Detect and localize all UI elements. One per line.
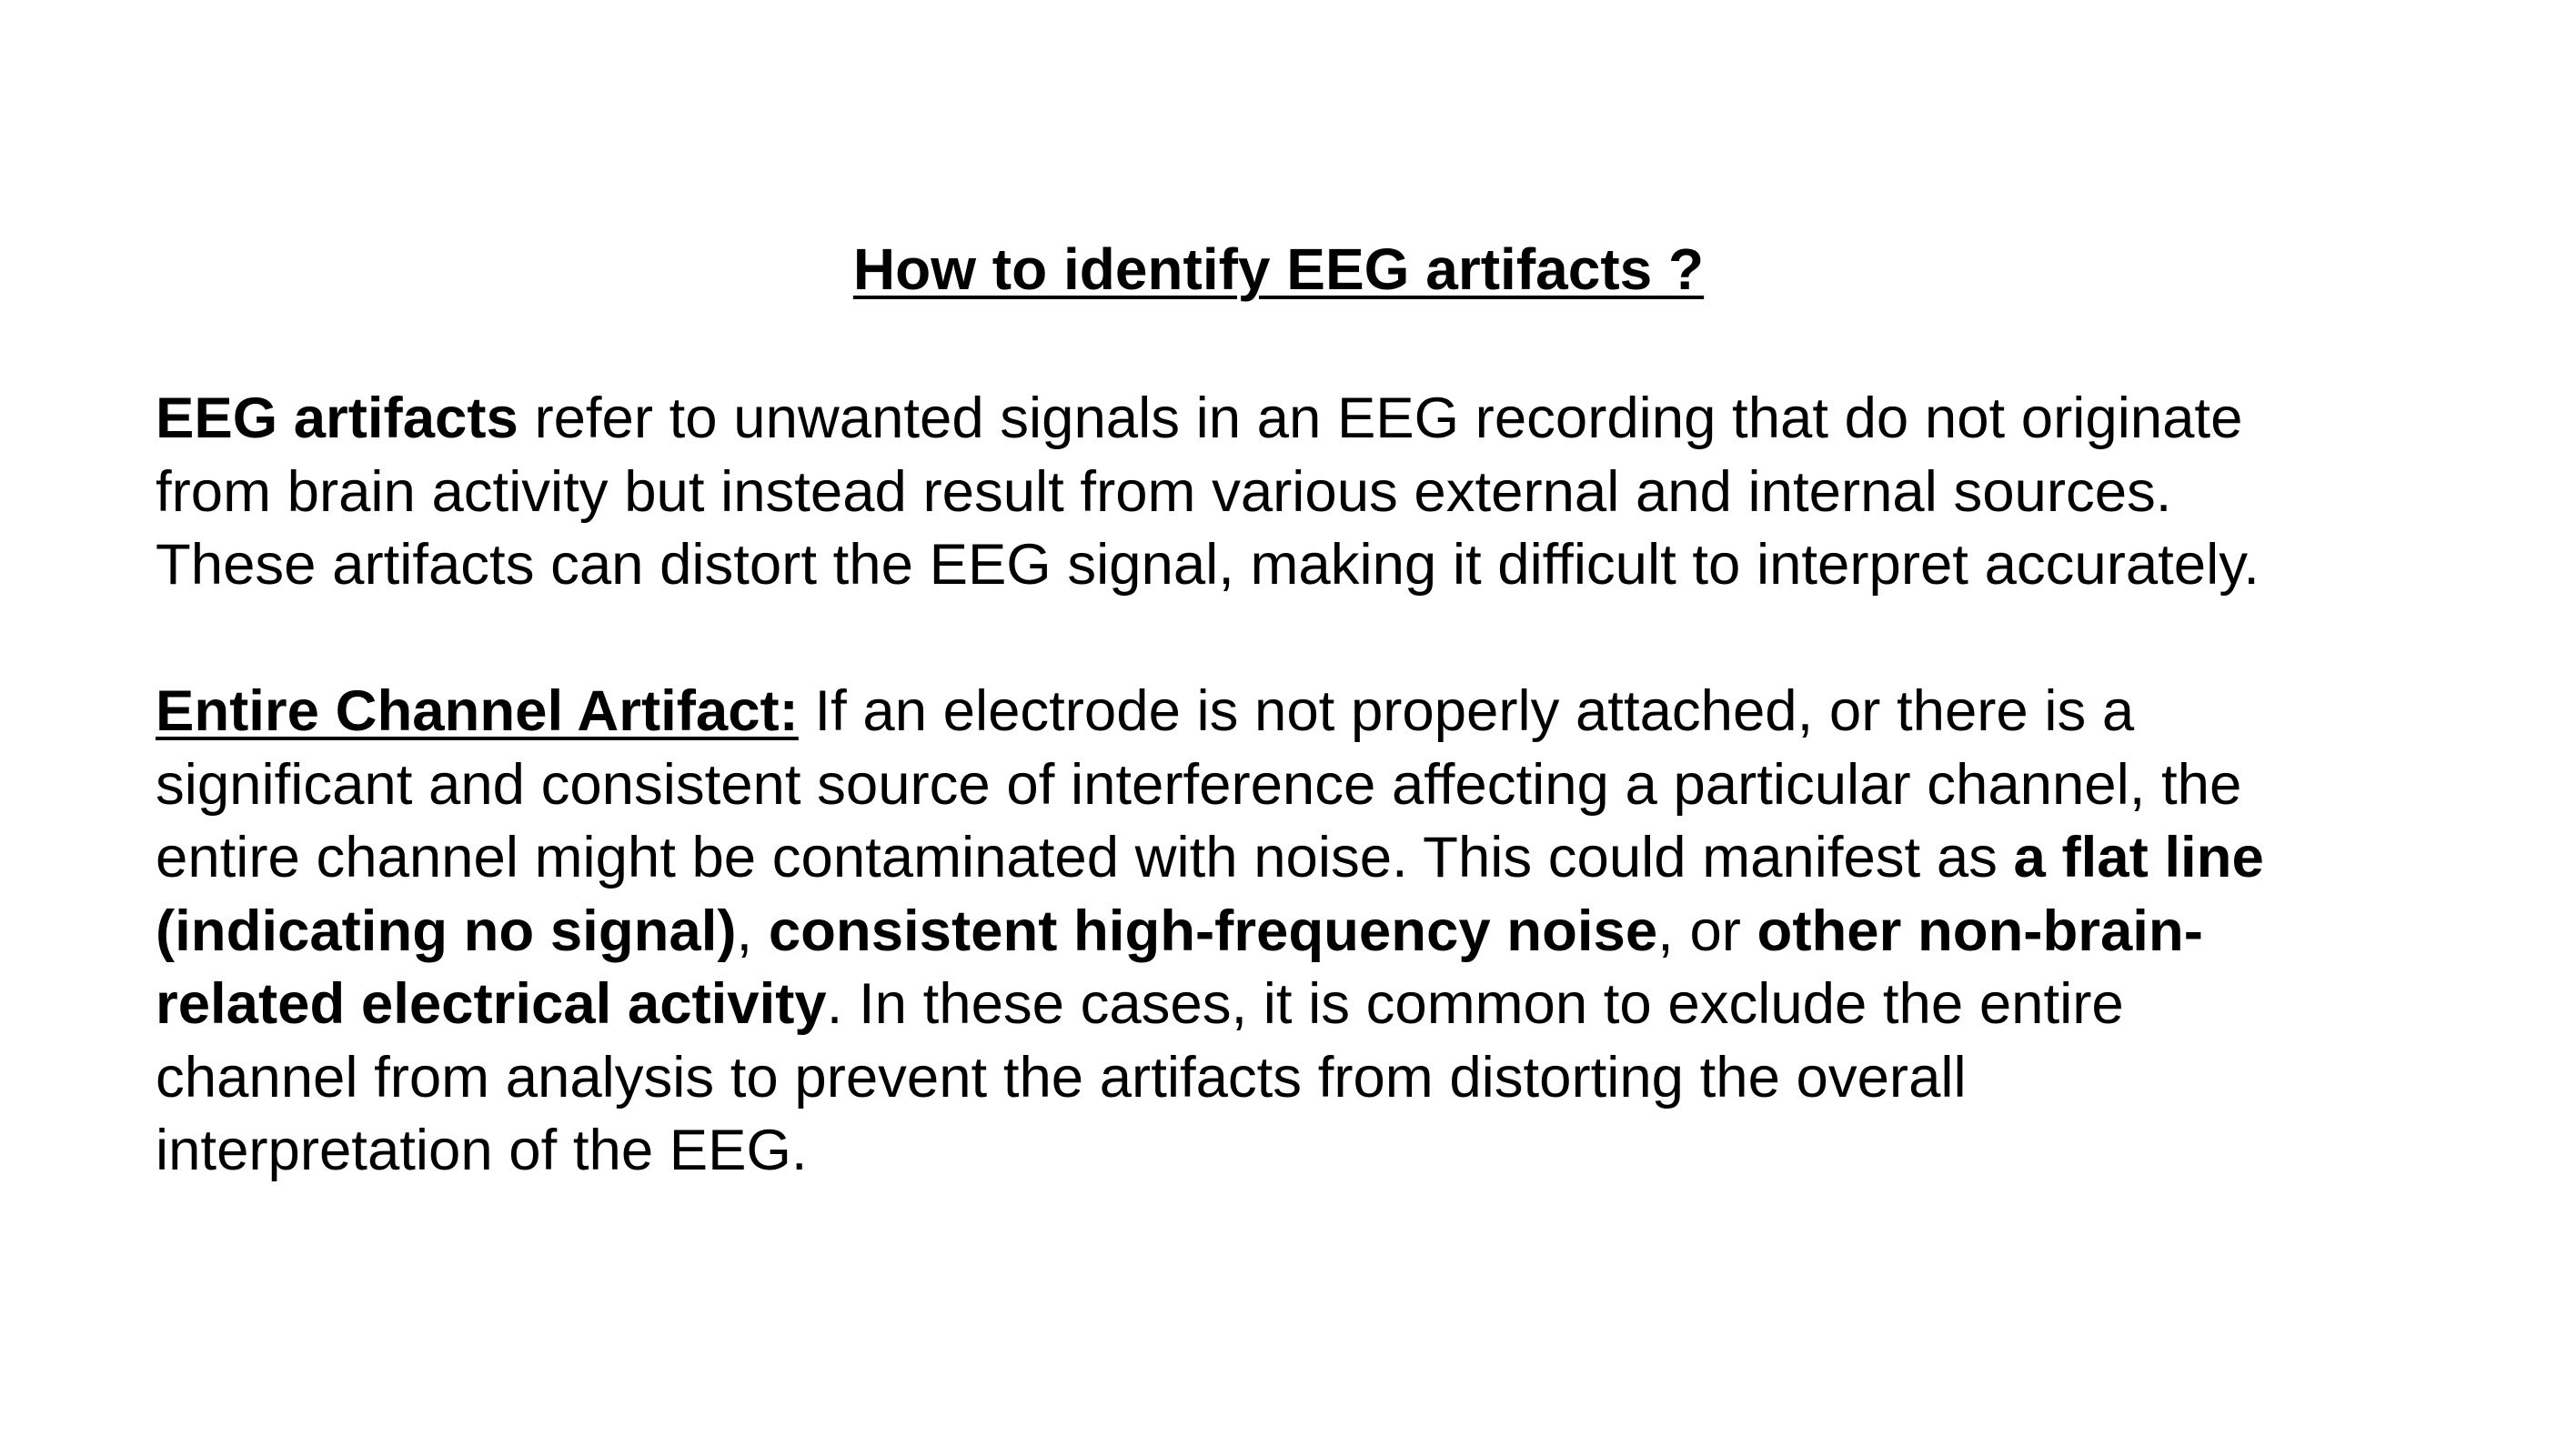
channel-line-4: (indicating no signal), consistent high-…	[156, 895, 2448, 969]
intro-line-1: EEG artifacts refer to unwanted signals …	[156, 382, 2448, 456]
separator-2: , or	[1657, 899, 1757, 963]
channel-line-7: interpretation of the EEG.	[156, 1119, 808, 1182]
channel-line-5: related electrical activity. In these ca…	[156, 968, 2448, 1041]
channel-line-1-text: If an electrode is not properly attached…	[798, 679, 2135, 743]
channel-line-1: Entire Channel Artifact: If an electrode…	[156, 675, 2448, 748]
channel-line-5-text: . In these cases, it is common to exclud…	[826, 972, 2124, 1036]
channel-line-3-text: entire channel might be contaminated wit…	[156, 826, 2014, 889]
intro-line-2: from brain activity but instead result f…	[156, 459, 2172, 524]
intro-term: EEG artifacts	[156, 387, 518, 450]
intro-paragraph: EEG artifacts refer to unwanted signals …	[156, 382, 2448, 602]
page-title: How to identify EEG artifacts ?	[852, 236, 1705, 302]
non-brain-term-end: related electrical activity	[156, 972, 827, 1036]
flat-line-term: a flat line	[2013, 826, 2264, 889]
intro-line-3: These artifacts can distort the EEG sign…	[156, 533, 2260, 597]
channel-line-3: entire channel might be contaminated wit…	[156, 821, 2448, 895]
separator-1: ,	[736, 899, 769, 963]
channel-line-2: significant and consistent source of int…	[156, 752, 2242, 817]
intro-line-1-text: refer to unwanted signals in an EEG reco…	[518, 387, 2243, 450]
high-frequency-noise-term: consistent high-frequency noise	[768, 899, 1658, 963]
channel-line-6: channel from analysis to prevent the art…	[156, 1045, 1967, 1110]
channel-artifact-paragraph: Entire Channel Artifact: If an electrode…	[156, 675, 2448, 1188]
non-brain-term-start: other non-brain-	[1757, 899, 2203, 963]
no-signal-term: (indicating no signal)	[156, 899, 737, 963]
channel-artifact-heading: Entire Channel Artifact:	[156, 679, 799, 743]
